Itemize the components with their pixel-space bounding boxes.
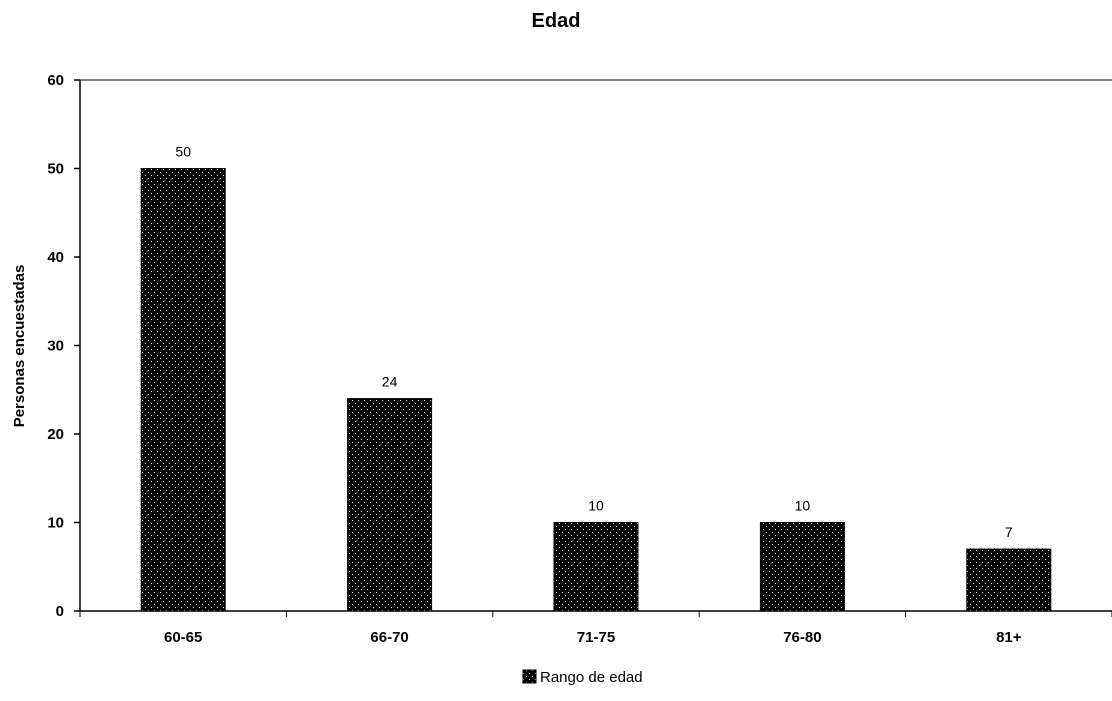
data-label: 50 — [175, 144, 191, 160]
y-tick-label: 0 — [56, 603, 64, 620]
data-label: 7 — [1005, 524, 1013, 540]
legend: Rango de edad — [522, 669, 643, 686]
y-axis-label: Personas encuestadas — [11, 265, 28, 428]
bar — [140, 168, 226, 612]
data-label: 10 — [795, 498, 811, 514]
data-label: 24 — [382, 374, 398, 390]
y-tick-label: 60 — [47, 72, 64, 89]
x-axis-ticks: 60-65 66-70 71-75 76-80 81+ — [79, 611, 1112, 646]
x-tick-label: 66-70 — [370, 629, 408, 646]
bar — [553, 522, 639, 612]
bar — [759, 522, 845, 612]
legend-swatch — [522, 669, 537, 684]
legend-label: Rango de edad — [540, 669, 643, 686]
y-tick-label: 40 — [47, 249, 64, 266]
bar — [347, 398, 433, 612]
data-labels: 50 24 10 10 7 — [175, 144, 1012, 541]
y-tick-label: 50 — [47, 161, 64, 178]
data-label: 10 — [588, 498, 604, 514]
x-tick-label: 60-65 — [164, 629, 202, 646]
y-tick-label: 30 — [47, 338, 64, 355]
y-axis-ticks: 0 10 20 30 40 50 60 — [47, 72, 80, 620]
x-tick-label: 81+ — [996, 629, 1022, 646]
y-tick-label: 10 — [47, 515, 64, 532]
y-tick-label: 20 — [47, 426, 64, 443]
bar-series — [140, 168, 1052, 612]
bar — [966, 548, 1052, 612]
chart-title: Edad — [532, 10, 581, 32]
x-tick-label: 71-75 — [577, 629, 615, 646]
x-tick-label: 76-80 — [783, 629, 821, 646]
